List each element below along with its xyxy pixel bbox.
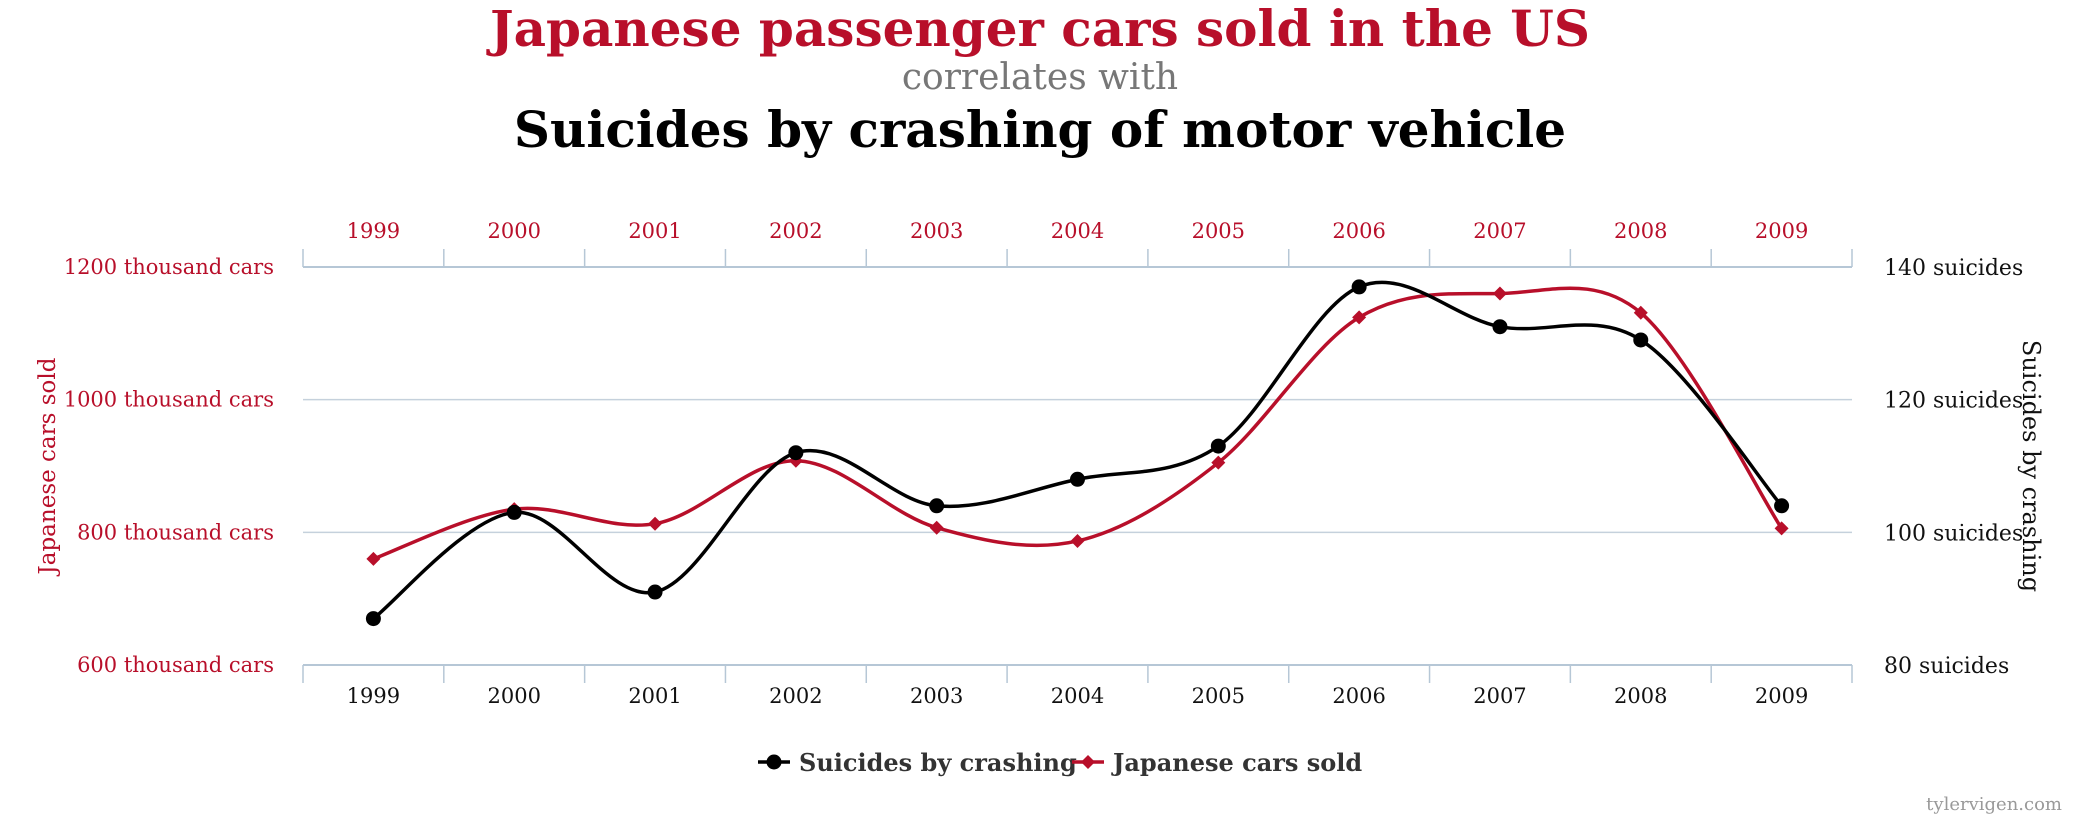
x-tick-label-top: 2008 xyxy=(1614,219,1667,243)
data-point-cars xyxy=(1352,310,1367,325)
x-tick-label-top: 2003 xyxy=(910,219,963,243)
legend-marker-cars xyxy=(1081,755,1095,769)
series-group xyxy=(365,279,1790,627)
data-point-suicides xyxy=(647,584,663,600)
legend-label-suicides: Suicides by crashing xyxy=(799,748,1077,777)
y-left-tick-label: 600 thousand cars xyxy=(77,653,274,677)
y-right-tick-label: 100 suicides xyxy=(1884,521,2023,546)
x-tick-label-bottom: 2003 xyxy=(910,684,963,708)
series-line-suicides xyxy=(372,280,1783,620)
legend-label-cars: Japanese cars sold xyxy=(1111,748,1362,777)
grid xyxy=(303,398,1852,534)
data-point-cars xyxy=(1492,286,1507,301)
x-tick-label-bottom: 1999 xyxy=(347,684,400,708)
data-point-suicides xyxy=(929,498,945,514)
x-tick-label-bottom: 2005 xyxy=(1192,684,1245,708)
y-left-tick-label: 1200 thousand cars xyxy=(64,255,274,279)
x-tick-label-bottom: 2007 xyxy=(1473,684,1526,708)
data-point-cars xyxy=(929,520,944,535)
y-left-tick-label: 800 thousand cars xyxy=(77,520,274,544)
x-tick-label-bottom: 2000 xyxy=(488,684,541,708)
data-point-cars xyxy=(648,516,663,531)
data-point-cars xyxy=(1774,521,1789,536)
data-point-suicides xyxy=(1070,471,1085,487)
data-point-suicides xyxy=(1210,438,1226,454)
x-tick-label-top: 2006 xyxy=(1332,219,1385,243)
x-tick-label-top: 2002 xyxy=(769,219,822,243)
chart-title: Japanese passenger cars sold in the US xyxy=(486,0,1590,58)
data-point-suicides xyxy=(1633,332,1649,348)
axes: 1999 1999 2000 2000 2001 2001 2002 2002 2003 2003… xyxy=(64,219,2024,708)
data-point-cars xyxy=(1211,455,1226,470)
y-right-tick-label: 80 suicides xyxy=(1884,654,2009,679)
y-right-tick-label: 140 suicides xyxy=(1884,256,2023,281)
x-tick-label-top: 2001 xyxy=(628,219,681,243)
y-left-axis-title: Japanese cars sold xyxy=(35,357,61,576)
data-point-suicides xyxy=(788,445,804,461)
data-point-suicides xyxy=(506,504,522,520)
legend-marker-suicides xyxy=(766,754,782,770)
x-tick-label-bottom: 2002 xyxy=(769,684,822,708)
x-tick-label-top: 2004 xyxy=(1051,219,1104,243)
y-right-axis-title: Suicides by crashing xyxy=(2017,340,2045,592)
x-tick-label-bottom: 2001 xyxy=(628,684,681,708)
data-point-suicides xyxy=(1492,319,1508,335)
data-point-suicides xyxy=(1774,498,1790,514)
x-tick-label-top: 2005 xyxy=(1192,219,1245,243)
x-tick-label-top: 2009 xyxy=(1755,219,1808,243)
legend[interactable]: Suicides by crashing Japanese cars sold xyxy=(758,748,1362,777)
data-point-cars xyxy=(1070,533,1085,548)
credit: tylervigen.com xyxy=(1926,794,2062,815)
x-tick-label-bottom: 2006 xyxy=(1332,684,1385,708)
y-left-tick-label: 1000 thousand cars xyxy=(64,388,274,412)
x-tick-label-top: 1999 xyxy=(347,219,400,243)
series-line-cars xyxy=(372,286,1784,561)
x-tick-label-bottom: 2009 xyxy=(1755,684,1808,708)
data-point-cars xyxy=(366,551,381,566)
y-right-tick-label: 120 suicides xyxy=(1884,389,2023,414)
x-tick-label-top: 2007 xyxy=(1473,219,1526,243)
data-point-suicides xyxy=(1351,279,1367,295)
chart-subtitle: Suicides by crashing of motor vehicle xyxy=(514,100,1566,159)
x-tick-label-top: 2000 xyxy=(488,219,541,243)
x-tick-label-bottom: 2004 xyxy=(1051,684,1104,708)
chart-connector: correlates with xyxy=(902,57,1178,98)
data-point-suicides xyxy=(365,611,381,627)
data-point-cars xyxy=(1633,305,1648,320)
x-tick-label-bottom: 2008 xyxy=(1614,684,1667,708)
